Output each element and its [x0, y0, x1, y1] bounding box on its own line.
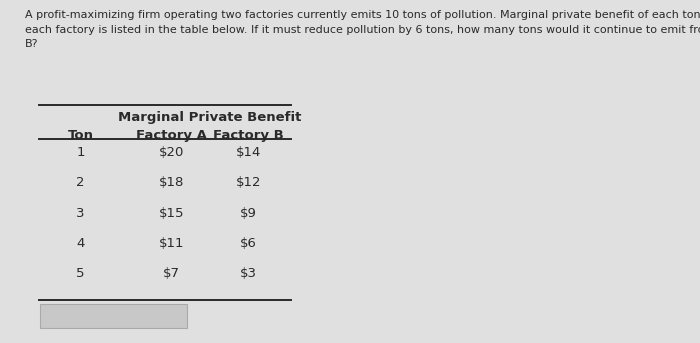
Text: 3: 3 [76, 206, 85, 220]
Text: $11: $11 [159, 237, 184, 250]
Text: Factory A: Factory A [136, 129, 207, 142]
Text: $9: $9 [240, 206, 257, 220]
Text: 5: 5 [76, 267, 85, 280]
FancyBboxPatch shape [40, 304, 187, 328]
Text: Marginal Private Benefit: Marginal Private Benefit [118, 111, 302, 125]
Text: $7: $7 [163, 267, 180, 280]
Text: $3: $3 [240, 267, 257, 280]
Text: A profit-maximizing firm operating two factories currently emits 10 tons of poll: A profit-maximizing firm operating two f… [25, 10, 700, 49]
Text: 4: 4 [76, 237, 85, 250]
Text: $14: $14 [236, 146, 261, 159]
Text: $12: $12 [236, 176, 261, 189]
Text: 1: 1 [76, 146, 85, 159]
Text: 2: 2 [76, 176, 85, 189]
Text: Ton: Ton [67, 129, 94, 142]
Text: $15: $15 [159, 206, 184, 220]
Text: $18: $18 [159, 176, 184, 189]
Text: $20: $20 [159, 146, 184, 159]
Text: $6: $6 [240, 237, 257, 250]
Text: Factory B: Factory B [213, 129, 284, 142]
